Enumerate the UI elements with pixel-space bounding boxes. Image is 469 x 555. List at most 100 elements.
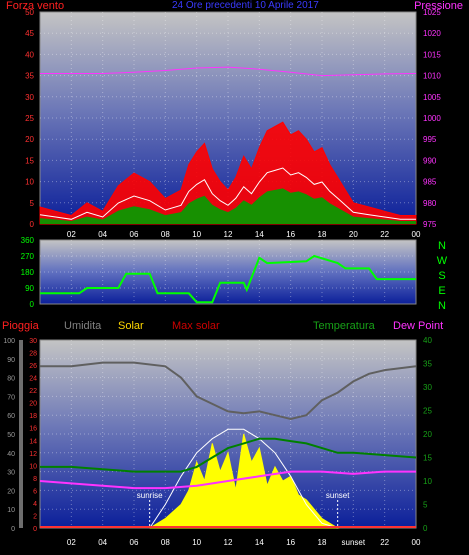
humidity-y-tick-label: 70 [7, 394, 15, 401]
rain-y-tick-label: 12 [29, 451, 37, 458]
temperature-y-tick-label: 25 [423, 407, 432, 416]
wind-x-tick-label: 22 [380, 230, 389, 239]
wind-panel-marks [39, 66, 417, 225]
humidity-y-tick-label: 40 [7, 451, 15, 458]
wind-y-tick-label: 45 [25, 29, 34, 38]
solar-x-tick-label: 18 [318, 538, 327, 547]
direction-y-tick-label: 0 [30, 300, 35, 309]
solar-x-tick-label: 02 [67, 538, 76, 547]
humidity-y-tick-label: 60 [7, 413, 15, 420]
pressure-y-tick-label: 995 [423, 135, 437, 144]
wind-x-tick-label: 18 [318, 230, 327, 239]
compass-letter-s: S [438, 270, 446, 282]
humidity-y-tick-label: 80 [7, 376, 15, 383]
wind-y-tick-label: 5 [30, 199, 35, 208]
max-solar-curve [149, 428, 338, 529]
rain-y-tick-label: 10 [29, 463, 37, 470]
wind-x-tick-label: 04 [98, 230, 107, 239]
temperature-line [40, 437, 417, 473]
wind-y-tick-label: 0 [30, 220, 35, 229]
humidity-y-tick-label: 0 [11, 526, 15, 533]
solar-panel-axes: sunrise sunset010203040506070809010002468… [3, 336, 432, 547]
pressure-y-tick-label: 1015 [423, 50, 441, 59]
wind-panel-background [39, 11, 417, 225]
rain-series-label: Pioggia [2, 320, 39, 332]
temperature-series-label: Temperatura [313, 320, 375, 332]
humidity-y-tick-label: 30 [7, 470, 15, 477]
rain-y-tick-label: 22 [29, 388, 37, 395]
temperature-y-tick-label: 5 [423, 501, 428, 510]
pressure-series-label: Pressione [414, 0, 463, 12]
solar-x-tick-label: 16 [286, 538, 295, 547]
pressure-y-tick-label: 990 [423, 156, 437, 165]
rain-y-tick-label: 6 [33, 488, 37, 495]
humidity-y-tick-label: 100 [3, 338, 15, 345]
pressure-y-tick-label: 980 [423, 199, 437, 208]
direction-panel-background [39, 239, 417, 305]
humidity-y-tick-label: 50 [7, 432, 15, 439]
direction-y-tick-label: 270 [21, 252, 35, 261]
solar-x-tick-label: 14 [255, 538, 264, 547]
solar-x-tick-label: 08 [161, 538, 170, 547]
rain-y-tick-label: 18 [29, 413, 37, 420]
wind-y-tick-label: 15 [25, 156, 34, 165]
compass-letter-e: E [438, 285, 446, 297]
direction-y-tick-label: 180 [21, 268, 35, 277]
humidity-y-tick-label: 10 [7, 507, 15, 514]
humidity-y-tick-label: 20 [7, 488, 15, 495]
wind-x-tick-label: 14 [255, 230, 264, 239]
wind-y-tick-label: 40 [25, 50, 34, 59]
solar-x-tick-label: 00 [412, 538, 421, 547]
pressure-y-tick-label: 1010 [423, 72, 441, 81]
direction-panel-marks [40, 254, 416, 304]
wind-speed-line [39, 167, 416, 220]
wind-series-label: Forza vento [6, 0, 65, 12]
wind-x-tick-label: 10 [192, 230, 201, 239]
pressure-y-tick-label: 975 [423, 220, 437, 229]
solar-x-tick-label: 06 [130, 538, 139, 547]
pressure-line [40, 66, 417, 77]
wind-x-tick-label: 16 [286, 230, 295, 239]
direction-y-tick-label: 360 [21, 236, 35, 245]
rain-y-tick-label: 16 [29, 426, 37, 433]
wind-y-tick-label: 35 [25, 72, 34, 81]
humidity-series-label: Umidita [64, 320, 102, 332]
temperature-y-tick-label: 40 [423, 336, 432, 345]
solar-x-tick-label: 04 [98, 538, 107, 547]
solar-series-label: Solar [118, 320, 144, 332]
pressure-y-tick-label: 1020 [423, 29, 441, 38]
humidity-line [40, 361, 417, 421]
wind-average-area [40, 188, 416, 224]
wind-y-tick-label: 50 [25, 8, 34, 17]
direction-panel-grid [40, 240, 416, 304]
rain-y-tick-label: 20 [29, 401, 37, 408]
sunrise-label: sunrise [137, 491, 163, 500]
wind-x-tick-label: 06 [130, 230, 139, 239]
solar-panel-marks [39, 361, 417, 529]
pressure-y-tick-label: 1005 [423, 93, 441, 102]
sunset-label: sunset [326, 491, 350, 500]
wind-direction-line [40, 254, 416, 304]
pressure-y-tick-label: 1025 [423, 8, 441, 17]
temperature-y-tick-label: 15 [423, 454, 432, 463]
direction-panel-axes: 0 90 180 270 360 [21, 236, 35, 309]
humidity-scale-bar [19, 340, 23, 528]
solar-x-tick-label: 12 [224, 538, 233, 547]
wind-x-tick-label: 08 [161, 230, 170, 239]
rain-y-tick-label: 26 [29, 363, 37, 370]
compass-letter-w: W [436, 255, 448, 267]
solar-x-tick-label: 22 [380, 538, 389, 547]
max-solar-series-label: Max solar [172, 320, 220, 332]
pressure-y-tick-label: 985 [423, 178, 437, 187]
wind-y-tick-label: 10 [25, 178, 34, 187]
pressure-y-tick-label: 1000 [423, 114, 441, 123]
rain-y-tick-label: 4 [33, 501, 37, 508]
wind-x-tick-label: 12 [224, 230, 233, 239]
wind-panel-axes: 0510152025303540455097598098599099510001… [25, 8, 441, 239]
temperature-y-tick-label: 20 [423, 430, 432, 439]
temperature-y-tick-label: 35 [423, 360, 432, 369]
rain-y-tick-label: 24 [29, 376, 37, 383]
compass-letter-n-top: N [438, 240, 446, 252]
direction-y-tick-label: 90 [25, 284, 34, 293]
